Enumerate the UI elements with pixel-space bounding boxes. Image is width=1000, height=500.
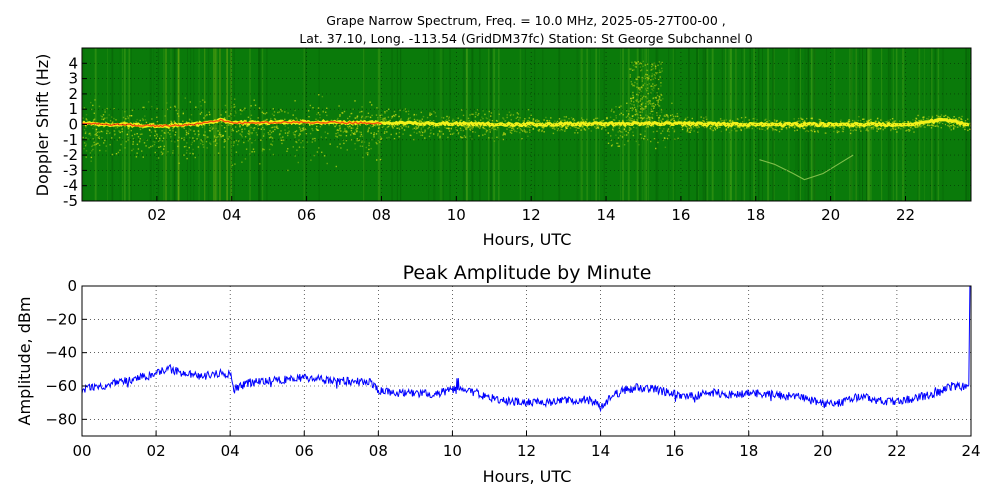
amplitude-y-axis-label: Amplitude, dBm xyxy=(15,297,34,426)
amplitude-x-tick-label: 06 xyxy=(295,442,314,460)
amplitude-x-tick-label: 10 xyxy=(443,442,462,460)
spectrogram-y-axis-label: Doppler Shift (Hz) xyxy=(33,54,52,197)
spectrogram-x-tick-label: 22 xyxy=(896,206,915,224)
amplitude-x-tick-label: 20 xyxy=(813,442,832,460)
spectrogram-y-tick-label: 0 xyxy=(68,116,78,134)
amplitude-series-line xyxy=(82,286,971,436)
amplitude-x-tick-label: 18 xyxy=(739,442,758,460)
amplitude-x-tick-label: 00 xyxy=(72,442,91,460)
amplitude-x-axis-label: Hours, UTC xyxy=(483,467,572,486)
spectrogram-y-tick-label: 4 xyxy=(68,54,78,72)
spectrogram-x-tick-label: 18 xyxy=(746,206,765,224)
amplitude-y-tick-label: −20 xyxy=(45,310,77,328)
amplitude-x-tick-label: 14 xyxy=(591,442,610,460)
spectrogram-x-tick-label: 12 xyxy=(522,206,541,224)
spectrogram-x-tick-label: 02 xyxy=(147,206,166,224)
spectrogram-y-tick-label: -3 xyxy=(63,161,78,179)
amplitude-plot-area xyxy=(82,286,971,436)
spectrogram-x-tick-label: 06 xyxy=(297,206,316,224)
spectrogram-x-tick-label: 04 xyxy=(222,206,241,224)
amplitude-chart-title: Peak Amplitude by Minute xyxy=(403,262,652,284)
amplitude-y-tick-label: −80 xyxy=(45,410,77,428)
spectrogram-carrier-peak xyxy=(82,119,382,128)
spectrogram-x-tick-label: 08 xyxy=(372,206,391,224)
amplitude-axes: 00 02 04 06 08 10 12 14 16 18 20 22 24 0 −20 −40 −60 −80 xyxy=(45,277,980,460)
figure-title-line2: Lat. 37.10, Long. -113.54 (GridDM37fc) S… xyxy=(299,31,752,46)
amplitude-x-tick-label: 16 xyxy=(665,442,684,460)
amplitude-x-tick-label: 12 xyxy=(517,442,536,460)
spectrogram-y-tick-label: -5 xyxy=(63,192,78,210)
spectrogram-y-tick-label: -2 xyxy=(63,146,78,164)
spectrogram-x-tick-label: 14 xyxy=(596,206,615,224)
spectrogram-x-tick-label: 10 xyxy=(447,206,466,224)
amplitude-plot-background xyxy=(82,286,971,436)
amplitude-y-tick-label: −60 xyxy=(45,377,77,395)
spectrogram-x-tick-label: 16 xyxy=(671,206,690,224)
spectrogram-x-tick-label: 20 xyxy=(821,206,840,224)
amplitude-x-tick-label: 08 xyxy=(369,442,388,460)
amplitude-panel: Peak Amplitude by Minute 00 02 04 06 08 10 12 1… xyxy=(15,262,981,486)
spectrogram-x-axis-label: Hours, UTC xyxy=(483,230,572,249)
amplitude-x-tick-label: 22 xyxy=(887,442,906,460)
amplitude-x-tick-label: 24 xyxy=(961,442,980,460)
amplitude-y-tick-label: −40 xyxy=(45,344,77,362)
spectrogram-y-tick-label: -4 xyxy=(63,177,78,195)
amplitude-x-tick-label: 02 xyxy=(147,442,166,460)
spectrogram-y-tick-label: 1 xyxy=(68,100,78,118)
amplitude-y-tick-label: 0 xyxy=(67,277,77,295)
spectrogram-secondary-trace xyxy=(759,154,854,181)
figure-title-line1: Grape Narrow Spectrum, Freq. = 10.0 MHz,… xyxy=(326,13,725,28)
spectrogram-y-tick-label: 3 xyxy=(68,70,78,88)
spectrogram-y-tick-label: -1 xyxy=(63,131,78,149)
amplitude-x-tick-label: 04 xyxy=(221,442,240,460)
spectrogram-y-tick-label: 2 xyxy=(68,85,78,103)
